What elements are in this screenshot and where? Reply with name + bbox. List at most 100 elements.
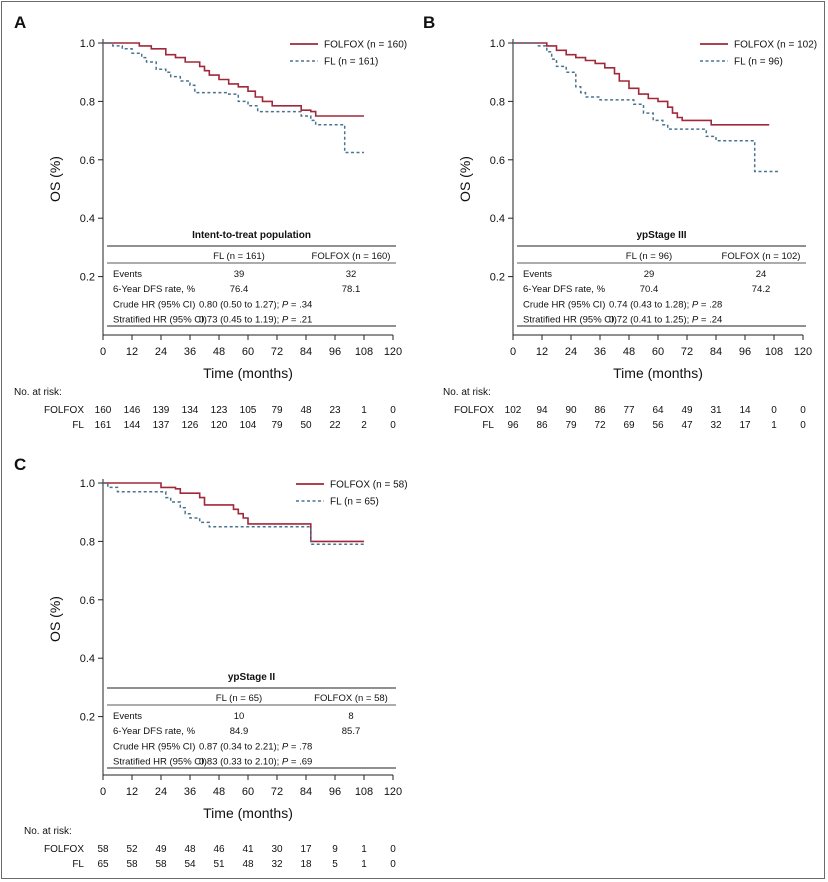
x-tick-label: 108 [355,786,373,798]
risk-value: 0 [800,405,806,416]
table-row-label: Crude HR (95% CI) [113,741,195,752]
survival-curve-fl [513,42,779,173]
table-row-label: Crude HR (95% CI) [523,299,605,310]
table-cell-hr: 0.74 (0.43 to 1.28); P = .28 [609,299,722,310]
y-axis-title: OS (%) [47,596,63,642]
risk-value: 79 [271,405,283,416]
y-axis-title: OS (%) [457,156,473,202]
risk-value: 32 [710,420,722,431]
x-axis-title: Time (months) [203,805,293,821]
table-row-label: Events [523,269,552,280]
panel-b: B 0.2 0.4 0.6 0.8 1.0 OS (%) 0 12 24 36 48 60 72 84 96 1… [423,13,817,431]
x-tick-label: 24 [155,346,167,358]
risk-row-label: FL [482,420,494,431]
risk-value: 52 [126,844,138,855]
table-cell-fl: 70.4 [640,284,659,295]
risk-value: 0 [390,405,396,416]
risk-row-label: FOLFOX [44,405,84,416]
y-tick-label: 0.6 [490,155,505,167]
risk-value: 48 [300,405,312,416]
risk-value: 58 [126,859,138,870]
y-tick-label: 0.4 [80,213,95,225]
table-cell-fl: 29 [644,269,655,280]
y-axis-title: OS (%) [47,156,63,202]
y-tick-label: 0.4 [80,653,95,665]
risk-value: 161 [95,420,112,431]
y-tick-label: 0.2 [80,712,95,724]
legend-label: FL (n = 96) [734,57,783,68]
table-row-label: 6-Year DFS rate, % [113,284,196,295]
panel-letter: C [14,455,26,474]
risk-value: 46 [213,844,225,855]
risk-value: 104 [240,420,257,431]
risk-value: 79 [271,420,283,431]
risk-value: 126 [182,420,199,431]
legend-label: FL (n = 161) [324,57,378,68]
risk-title: No. at risk: [443,387,491,398]
x-tick-label: 108 [765,346,783,358]
table-title: ypStage II [228,672,275,683]
risk-value: 51 [213,859,225,870]
x-tick-label: 84 [300,786,312,798]
risk-row-label: FOLFOX [454,405,494,416]
risk-value: 50 [300,420,312,431]
risk-value: 137 [153,420,170,431]
risk-value: 79 [565,420,577,431]
table-cell-hr: 0.83 (0.33 to 2.10); P = .69 [199,757,312,768]
risk-value: 72 [594,420,606,431]
table-col-folfox: FOLFOX (n = 102) [722,251,801,262]
risk-row-label: FOLFOX [44,844,84,855]
risk-value: 0 [390,859,396,870]
risk-value: 31 [710,405,722,416]
risk-value: 54 [184,859,196,870]
x-tick-label: 96 [739,346,751,358]
risk-value: 96 [507,420,519,431]
y-tick-label: 1.0 [80,38,95,50]
table-row-label: 6-Year DFS rate, % [523,284,606,295]
risk-value: 1 [361,405,367,416]
risk-value: 94 [536,405,548,416]
table-title: Intent-to-treat population [192,230,311,241]
risk-value: 30 [271,844,283,855]
survival-curve-fl [103,482,364,546]
table-cell-hr: 0.80 (0.50 to 1.27); P = .34 [199,299,312,310]
table-col-folfox: FOLFOX (n = 160) [312,251,391,262]
table-row-label: Crude HR (95% CI) [113,299,195,310]
risk-value: 123 [211,405,228,416]
risk-value: 102 [505,405,522,416]
risk-value: 22 [329,420,341,431]
risk-value: 0 [390,844,396,855]
y-tick-label: 1.0 [490,38,505,50]
x-tick-label: 60 [242,346,254,358]
x-tick-label: 12 [536,346,548,358]
y-tick-label: 1.0 [80,478,95,490]
table-cell-folfox: 32 [346,269,357,280]
table-cell-fl: 84.9 [230,726,249,737]
y-tick-label: 0.8 [490,96,505,108]
y-tick-label: 0.6 [80,155,95,167]
table-cell-folfox: 85.7 [342,726,361,737]
survival-curve-fl [103,42,364,154]
risk-value: 48 [184,844,196,855]
x-tick-label: 36 [184,346,196,358]
x-tick-label: 24 [155,786,167,798]
x-tick-label: 72 [271,346,283,358]
risk-value: 49 [681,405,693,416]
risk-value: 139 [153,405,170,416]
table-cell-folfox: 78.1 [342,284,361,295]
risk-value: 1 [361,859,367,870]
table-col-fl: FL (n = 96) [626,251,672,262]
risk-value: 86 [536,420,548,431]
x-tick-label: 96 [329,346,341,358]
risk-value: 146 [124,405,141,416]
risk-value: 58 [97,844,109,855]
risk-value: 18 [300,859,312,870]
y-tick-label: 0.6 [80,595,95,607]
x-tick-label: 60 [652,346,664,358]
legend-label: FOLFOX (n = 58) [330,480,408,491]
y-tick-label: 0.4 [490,213,505,225]
x-tick-label: 120 [384,786,402,798]
risk-value: 1 [771,420,777,431]
